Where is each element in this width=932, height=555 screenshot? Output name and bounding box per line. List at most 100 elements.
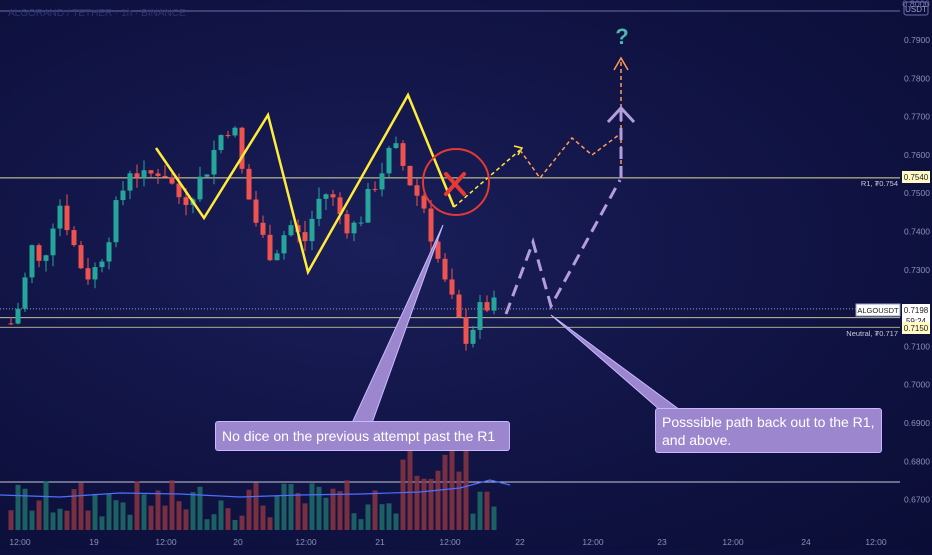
purple-dashed-path (504, 179, 622, 315)
volume-bar (85, 510, 91, 530)
candle-body (120, 190, 126, 201)
volume-bar (386, 503, 392, 530)
volume-bar (239, 515, 245, 530)
candle-body (8, 323, 14, 325)
candle-body (344, 214, 350, 234)
candle-body (22, 277, 28, 309)
volume-bar (358, 519, 364, 530)
volume-bar (309, 483, 315, 530)
neutral-tag: Neutral, ₮0.717 (846, 329, 898, 338)
volume-bar (316, 486, 322, 530)
price-tick-label: 0.7800 (904, 73, 930, 83)
price-tick-label: 0.7600 (904, 150, 930, 160)
question-mark: ? (615, 24, 628, 49)
price-tick-label: 0.7100 (904, 341, 930, 351)
volume-bar (344, 480, 350, 530)
volume-bar (477, 491, 483, 530)
volume-bar (407, 450, 413, 530)
candle-body (253, 199, 259, 223)
candle-body (127, 173, 133, 191)
r1-price-box (902, 171, 930, 183)
candle-body (169, 177, 175, 184)
volume-bar (288, 484, 294, 530)
time-tick-label: 23 (657, 537, 667, 547)
time-tick-label: 20 (233, 537, 243, 547)
time-tick-label: 24 (801, 537, 811, 547)
volume-bar (372, 490, 378, 530)
candle-body (281, 235, 287, 254)
price-tick-label: 0.6700 (904, 495, 930, 505)
volume-bar (449, 442, 455, 530)
volume-bar (99, 516, 105, 530)
volume-bar (120, 502, 126, 530)
candle-body (85, 268, 91, 280)
volume-bar (393, 513, 399, 530)
candle-body (197, 176, 203, 200)
yellow-arrowhead (513, 145, 524, 156)
candle-body (428, 208, 434, 242)
zigzag-pattern (154, 92, 456, 276)
volume-bar (183, 509, 189, 530)
volume-bar (197, 486, 203, 530)
volume-bar (232, 519, 238, 530)
currency-badge (903, 1, 929, 16)
symbol-tag-box (855, 303, 901, 317)
candle-body (267, 234, 273, 261)
volume-bar (428, 478, 434, 530)
candle-body (477, 302, 483, 330)
candle-body (225, 135, 231, 137)
candle-body (43, 255, 49, 261)
candle-body (323, 194, 329, 199)
candle-body (113, 200, 119, 243)
candle-body (134, 173, 140, 178)
callout-right-pointer (550, 314, 682, 411)
volume-ma-line (0, 479, 511, 498)
price-tick-label: 0.7500 (904, 188, 930, 198)
candle-body (92, 267, 98, 280)
candle-body (50, 228, 56, 256)
volume-bar (29, 510, 35, 530)
symbol-header: ALGORAND / TETHER · 1h · BINANCE (8, 8, 186, 19)
candle-body (232, 127, 238, 136)
volume-bar (71, 489, 77, 530)
symbol-tag: ALGOUSDT (857, 306, 899, 315)
volume-bar (8, 510, 14, 530)
callout-possible-path: Posssible path back out to the R1, and a… (655, 408, 882, 453)
time-tick-label: 12:00 (155, 537, 177, 547)
time-tick-label: 12:00 (582, 537, 604, 547)
candle-body (141, 170, 147, 178)
volume-bar (169, 480, 175, 530)
time-tick-label: 12:00 (865, 537, 887, 547)
candle-body (400, 143, 406, 166)
volume-bar (22, 488, 28, 530)
volume-bar (246, 489, 252, 530)
candle-body (78, 245, 84, 269)
candle-body (204, 174, 210, 177)
candle-body (155, 173, 161, 176)
volume-bar (302, 503, 308, 530)
volume-bar (414, 475, 420, 530)
candle-body (302, 232, 308, 242)
time-tick-label: 12:00 (295, 537, 317, 547)
yellow-dashed-projection (453, 149, 521, 208)
candle-body (64, 205, 70, 231)
candle-body (218, 135, 224, 151)
candle-body (57, 205, 63, 229)
volume-bar (204, 519, 210, 530)
candle-body (379, 173, 385, 190)
price-tick-label: 0.7700 (904, 112, 930, 122)
candle-body (71, 230, 77, 246)
candle-body (260, 222, 266, 235)
volume-bar (463, 441, 469, 530)
symbol-line: ALGORAND / TETHER · 1h · BINANCE (8, 8, 186, 19)
volume-bar (57, 508, 63, 530)
volume-bar (456, 471, 462, 530)
candle-body (162, 175, 168, 178)
volume-bar (421, 478, 427, 530)
callout-left-pointer (351, 224, 444, 424)
neutral-price-box (902, 322, 930, 334)
price-tick-label: 0.7000 (904, 380, 930, 390)
price-top-label: 0.8000 (902, 0, 930, 9)
